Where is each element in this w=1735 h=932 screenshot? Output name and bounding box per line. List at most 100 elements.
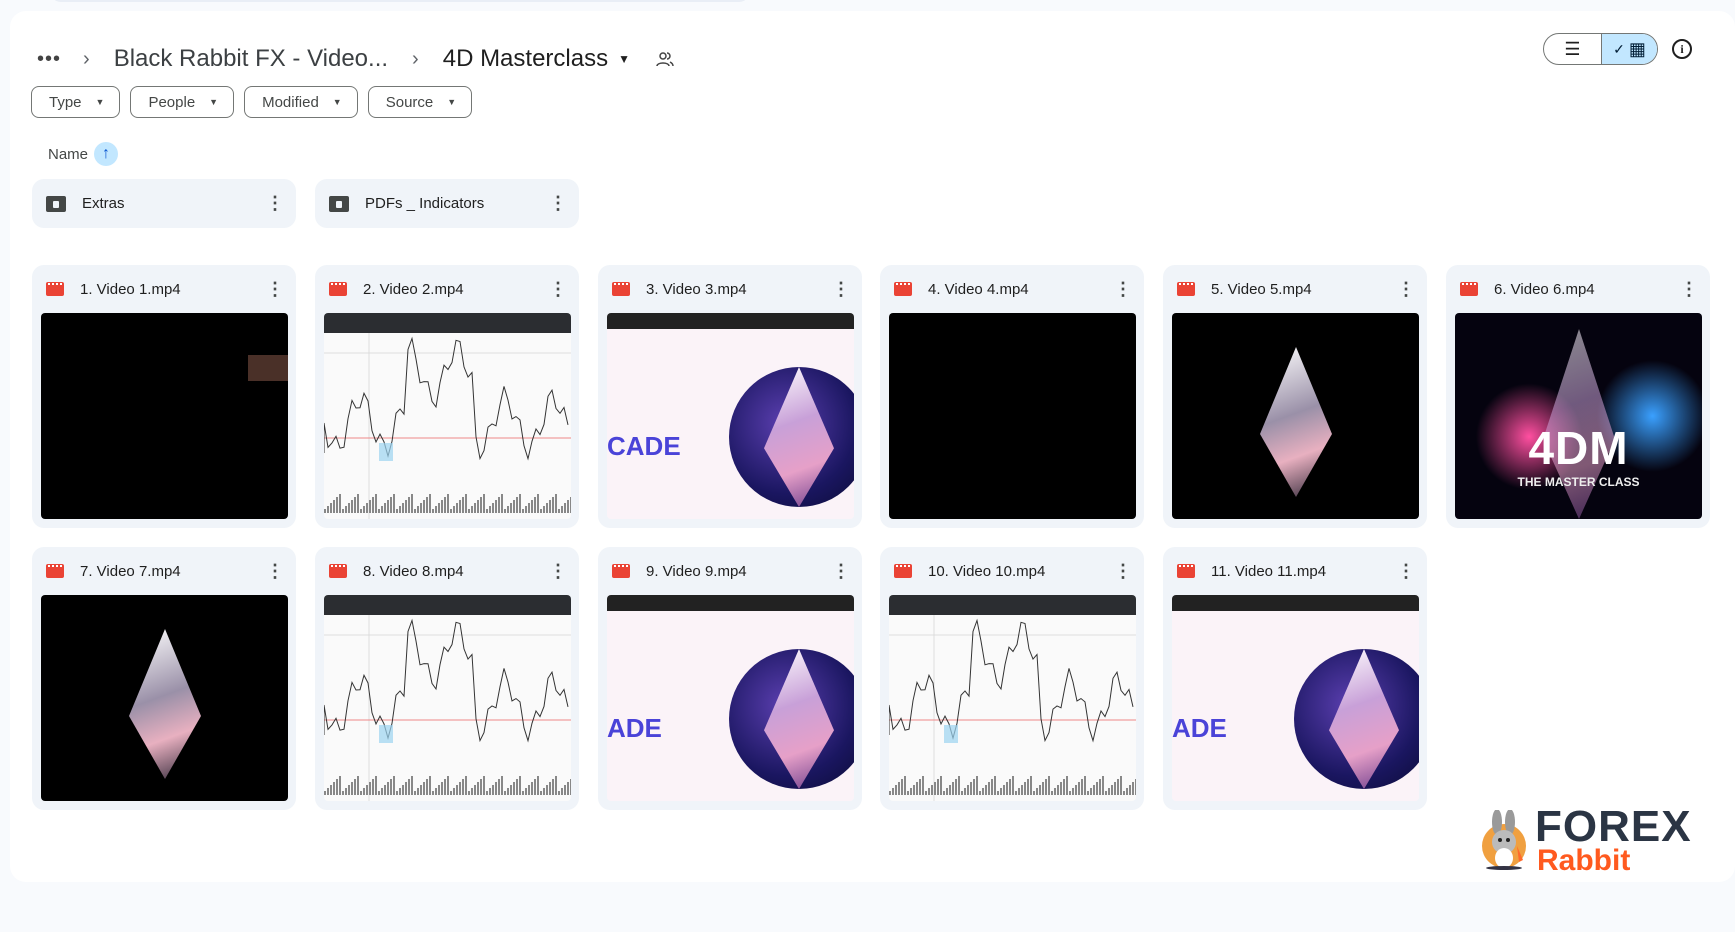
folder-item[interactable]: Extras ⋮ xyxy=(32,179,296,228)
check-icon: ✓ xyxy=(1613,40,1625,57)
more-options-icon[interactable]: ⋮ xyxy=(266,193,284,213)
video-thumbnail[interactable]: ADE xyxy=(607,595,854,801)
logo-text-forex: FOREX xyxy=(1535,802,1692,851)
video-file-icon xyxy=(1460,282,1478,296)
chip-label: Source xyxy=(385,93,434,111)
folder-item[interactable]: PDFs _ Indicators ⋮ xyxy=(315,179,579,228)
video-file-icon xyxy=(894,282,912,296)
video-thumbnail[interactable]: ADE xyxy=(1172,595,1419,801)
caret-down-icon[interactable]: ▼ xyxy=(618,52,630,66)
video-file-icon xyxy=(46,282,64,296)
thumbnail-text: CADE xyxy=(607,431,681,461)
video-thumbnail[interactable]: 4DM THE MASTER CLASS xyxy=(1455,313,1702,519)
main-panel: ••• › Black Rabbit FX - Video... › 4D Ma… xyxy=(10,11,1735,882)
caret-down-icon: ▼ xyxy=(447,97,457,107)
grid-icon: ▦ xyxy=(1628,38,1646,59)
file-card[interactable]: 11. Video 11.mp4 ⋮ ADE xyxy=(1163,547,1427,810)
video-file-icon xyxy=(894,564,912,578)
more-options-icon[interactable]: ⋮ xyxy=(832,560,850,581)
video-thumbnail[interactable]: CADE xyxy=(607,313,854,519)
folder-name: Extras xyxy=(82,195,125,212)
video-thumbnail[interactable] xyxy=(324,595,571,801)
breadcrumb-parent[interactable]: Black Rabbit FX - Video... xyxy=(113,45,389,72)
file-card[interactable]: 10. Video 10.mp4 ⋮ xyxy=(880,547,1144,810)
file-card[interactable]: 1. Video 1.mp4 ⋮ xyxy=(32,265,296,528)
breadcrumb-current[interactable]: 4D Masterclass xyxy=(442,45,609,72)
file-card[interactable]: 4. Video 4.mp4 ⋮ xyxy=(880,265,1144,528)
more-options-icon[interactable]: ⋮ xyxy=(1680,278,1698,299)
chip-label: Type xyxy=(49,93,82,111)
video-thumbnail[interactable] xyxy=(1172,313,1419,519)
thumbnail-text: ADE xyxy=(607,713,662,743)
breadcrumb-more-button[interactable]: ••• xyxy=(37,47,62,70)
thumbnail-text: ADE xyxy=(1172,713,1227,743)
list-view-button[interactable]: ☰ xyxy=(1544,34,1601,64)
video-file-icon xyxy=(46,564,64,578)
filter-chips: Type ▼ People ▼ Modified ▼ Source ▼ xyxy=(31,86,473,118)
video-file-icon xyxy=(329,282,347,296)
forex-rabbit-logo: FOREX Rabbit xyxy=(1473,802,1693,878)
filter-chip-source[interactable]: Source ▼ xyxy=(367,86,473,118)
file-name: 7. Video 7.mp4 xyxy=(80,562,181,580)
sort-label: Name xyxy=(48,145,89,163)
file-name: 11. Video 11.mp4 xyxy=(1211,562,1327,580)
file-name: 4. Video 4.mp4 xyxy=(928,280,1029,298)
more-options-icon[interactable]: ⋮ xyxy=(549,193,567,213)
grid-view-button[interactable]: ✓ ▦ xyxy=(1601,34,1657,64)
video-file-icon xyxy=(1177,564,1195,578)
file-card[interactable]: 3. Video 3.mp4 ⋮ CADE xyxy=(598,265,862,528)
file-name: 2. Video 2.mp4 xyxy=(363,280,464,298)
file-name: 8. Video 8.mp4 xyxy=(363,562,464,580)
more-options-icon[interactable]: ⋮ xyxy=(266,560,284,581)
video-file-icon xyxy=(612,564,630,578)
caret-down-icon: ▼ xyxy=(332,97,342,107)
video-thumbnail[interactable] xyxy=(41,595,288,801)
video-thumbnail[interactable] xyxy=(324,313,571,519)
more-options-icon[interactable]: ⋮ xyxy=(1397,560,1415,581)
file-card[interactable]: 8. Video 8.mp4 ⋮ xyxy=(315,547,579,810)
more-options-icon[interactable]: ⋮ xyxy=(549,560,567,581)
top-search-bar xyxy=(50,0,750,2)
file-name: 9. Video 9.mp4 xyxy=(646,562,747,580)
file-card[interactable]: 9. Video 9.mp4 ⋮ ADE xyxy=(598,547,862,810)
more-options-icon[interactable]: ⋮ xyxy=(549,278,567,299)
file-name: 10. Video 10.mp4 xyxy=(928,562,1046,580)
filter-chip-people[interactable]: People ▼ xyxy=(130,86,235,118)
video-file-icon xyxy=(1177,282,1195,296)
more-options-icon[interactable]: ⋮ xyxy=(266,278,284,299)
video-file-icon xyxy=(329,564,347,578)
breadcrumb: ••• › Black Rabbit FX - Video... › 4D Ma… xyxy=(37,41,674,77)
more-options-icon[interactable]: ⋮ xyxy=(1397,278,1415,299)
folder-name: PDFs _ Indicators xyxy=(365,195,485,212)
chevron-right-icon: › xyxy=(83,47,90,70)
chart-preview xyxy=(324,333,571,519)
filter-chip-type[interactable]: Type ▼ xyxy=(31,86,121,118)
thumbnail-text: 4DM xyxy=(1528,422,1629,474)
list-icon: ☰ xyxy=(1564,38,1581,59)
file-name: 3. Video 3.mp4 xyxy=(646,280,747,298)
more-options-icon[interactable]: ⋮ xyxy=(832,278,850,299)
video-thumbnail[interactable] xyxy=(41,313,288,519)
view-toggle: ☰ ✓ ▦ xyxy=(1543,33,1658,65)
filter-chip-modified[interactable]: Modified ▼ xyxy=(244,86,358,118)
arrow-up-icon[interactable]: ↑ xyxy=(94,142,119,166)
file-card[interactable]: 5. Video 5.mp4 ⋮ xyxy=(1163,265,1427,528)
video-thumbnail[interactable] xyxy=(889,595,1136,801)
file-card[interactable]: 2. Video 2.mp4 ⋮ xyxy=(315,265,579,528)
shared-people-icon[interactable] xyxy=(656,51,674,67)
logo-text-rabbit: Rabbit xyxy=(1537,844,1631,877)
video-thumbnail[interactable] xyxy=(889,313,1136,519)
more-options-icon[interactable]: ⋮ xyxy=(1114,278,1132,299)
chart-preview xyxy=(889,615,1136,801)
info-icon[interactable]: i xyxy=(1672,39,1692,59)
file-card[interactable]: 7. Video 7.mp4 ⋮ xyxy=(32,547,296,810)
chip-label: People xyxy=(148,93,196,111)
file-card[interactable]: 6. Video 6.mp4 ⋮ 4DM THE MASTER CLASS xyxy=(1446,265,1710,528)
rabbit-mascot-icon xyxy=(1482,810,1526,870)
caret-down-icon: ▼ xyxy=(209,97,219,107)
file-name: 6. Video 6.mp4 xyxy=(1494,280,1595,298)
chip-label: Modified xyxy=(262,93,319,111)
sort-header[interactable]: Name ↑ xyxy=(48,142,119,166)
more-options-icon[interactable]: ⋮ xyxy=(1114,560,1132,581)
shared-folder-icon xyxy=(46,195,66,212)
